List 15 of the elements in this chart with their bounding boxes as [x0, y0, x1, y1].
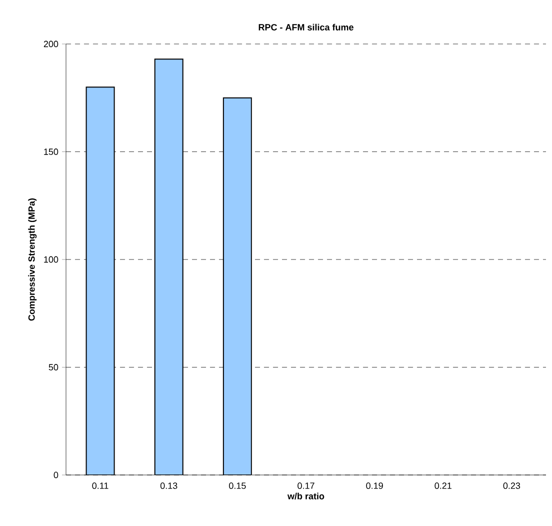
- x-tick-label: 0.17: [298, 482, 314, 489]
- x-tick-label: 0.13: [160, 482, 178, 489]
- x-tick-label: 0.15: [229, 482, 246, 489]
- y-axis-title: Compressive Strength (MPa): [28, 198, 37, 321]
- x-tick-label: 0.21: [434, 482, 452, 489]
- x-tick-label: 0.23: [503, 482, 520, 489]
- y-tick-label: 200: [44, 40, 58, 48]
- y-tick-label: 0: [54, 472, 58, 478]
- x-tick-label: 0.11: [92, 482, 108, 489]
- x-axis-title: w/b ratio: [287, 492, 324, 500]
- y-tick-label: 50: [48, 364, 58, 370]
- y-tick-label: 100: [44, 256, 58, 263]
- chart-title: RPC - AFM silica fume: [258, 24, 354, 30]
- x-tick-label: 0.19: [366, 482, 383, 489]
- y-tick-label: 150: [44, 148, 58, 155]
